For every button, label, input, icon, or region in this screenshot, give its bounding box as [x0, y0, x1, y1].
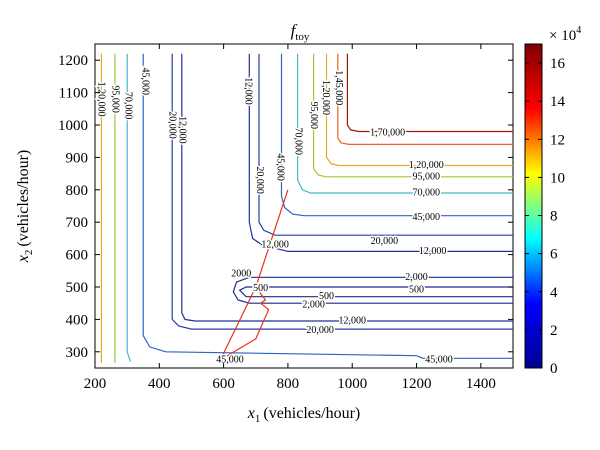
colorbar-tick-label: 14	[550, 94, 566, 110]
plot-area	[94, 43, 514, 369]
contour-line-12000	[181, 53, 513, 322]
chart-title: ftoy	[291, 21, 310, 43]
contour-label: 1,45,000	[333, 70, 344, 105]
contour-label: 12,000	[419, 246, 447, 257]
x-axis-ticks: 200 400 600 800 1000 1200 1400	[84, 44, 496, 392]
contour-labels: 1,20,000 95,000 70,00045,00020,00012,00012…	[94, 66, 454, 367]
contour-lines	[100, 53, 513, 364]
contour-line-45000	[142, 53, 513, 359]
x-tick-label: 600	[212, 376, 235, 392]
x-tick-label: 200	[84, 376, 107, 392]
y-tick-label: 800	[66, 183, 89, 199]
contour-line-500	[238, 286, 513, 298]
contour-label: 70,000	[412, 188, 440, 199]
contour-label: 45,000	[216, 354, 244, 365]
colorbar-tick-label: 4	[550, 285, 558, 301]
contour-label: 12,000	[261, 239, 289, 250]
contour-line-20000	[258, 53, 513, 236]
colorbar-tick-label: 12	[550, 132, 565, 148]
contour-label: 1,20,000	[320, 80, 331, 115]
contour-line-12000	[248, 53, 513, 252]
contour-label: 500	[319, 291, 334, 302]
y-tick-label: 1100	[59, 86, 88, 102]
contour-label: 20,000	[371, 236, 399, 247]
y-tick-label: 600	[66, 248, 89, 264]
contour-label: 45,000	[139, 68, 150, 96]
colorbar-tick-label: 6	[550, 247, 558, 263]
contour-label: 12,000	[176, 116, 187, 144]
contour-line-70000	[297, 53, 513, 194]
x-axis-label: x1 (vehicles/hour)	[247, 405, 360, 425]
contour-label: 95,000	[308, 102, 319, 130]
search-path-line	[219, 189, 289, 361]
contour-label: 70,000	[122, 92, 133, 120]
contour-label: 1,20,000	[409, 160, 444, 171]
y-tick-label: 400	[66, 312, 89, 328]
colorbar-tick-label: 2	[550, 323, 558, 339]
contour-label: 12,000	[243, 77, 254, 105]
colorbar-tick-label: 0	[550, 361, 558, 377]
x-tick-label: 800	[277, 376, 300, 392]
contour-label: 20,000	[306, 325, 334, 336]
y-tick-label: 500	[66, 280, 89, 296]
colorbar-tick-label: 16	[550, 56, 566, 72]
contour-line-70000	[126, 53, 131, 362]
contour-label: 12,000	[338, 316, 366, 327]
colorbar-multiplier: × 104	[549, 25, 581, 44]
y-axis-label: x2(vehicles/hour)	[15, 150, 35, 263]
contour-label: 2,000	[302, 299, 325, 310]
y-axis-ticks: 300 400 500 600 700 800 900 1000 1100 1200	[58, 53, 513, 361]
contour-label: 20,000	[167, 111, 178, 139]
contour-label: 500	[409, 285, 424, 296]
contour-label: 95,000	[412, 171, 440, 182]
contour-line-95000	[313, 53, 513, 178]
colorbar-tick-label: 10	[550, 170, 565, 186]
contour-label: 95,000	[109, 85, 120, 113]
contour-line-170000	[346, 53, 513, 133]
colorbar-ticks: 0 2 4 6 8 10 12 14 16	[525, 56, 566, 377]
contour-line-45000	[280, 53, 513, 217]
contour-label: 45,000	[412, 212, 440, 223]
y-tick-label: 700	[66, 215, 89, 231]
x-tick-label: 1200	[402, 376, 432, 392]
colorbar	[524, 43, 543, 369]
contour-label: 500	[253, 283, 268, 294]
y-tick-label: 1000	[58, 118, 88, 134]
y-tick-label: 900	[66, 150, 89, 166]
y-tick-label: 300	[66, 345, 89, 361]
contour-label: 2,000	[405, 272, 428, 283]
x-tick-label: 1000	[337, 376, 367, 392]
optimization-path	[219, 189, 289, 361]
contour-label: 70,000	[293, 127, 304, 155]
contour-line-2000	[232, 276, 513, 304]
y-tick-label: 1200	[58, 53, 88, 69]
colorbar-tick-label: 8	[550, 209, 558, 225]
svg-text:x2(vehicles/hour): x2(vehicles/hour)	[15, 150, 35, 263]
contour-line-20000	[171, 53, 513, 330]
x-tick-label: 400	[148, 376, 171, 392]
contour-label: 1,20,000	[95, 82, 106, 117]
contour-line-120000	[325, 53, 513, 167]
contour-label: 20,000	[254, 166, 265, 194]
x-tick-label: 1400	[466, 376, 496, 392]
contour-line-145000	[337, 53, 513, 145]
contour-label: 45,000	[425, 354, 453, 365]
contour-label: 45,000	[274, 153, 285, 181]
contour-label: 2000	[231, 269, 251, 280]
contour-label: 1,70,000	[370, 128, 405, 139]
